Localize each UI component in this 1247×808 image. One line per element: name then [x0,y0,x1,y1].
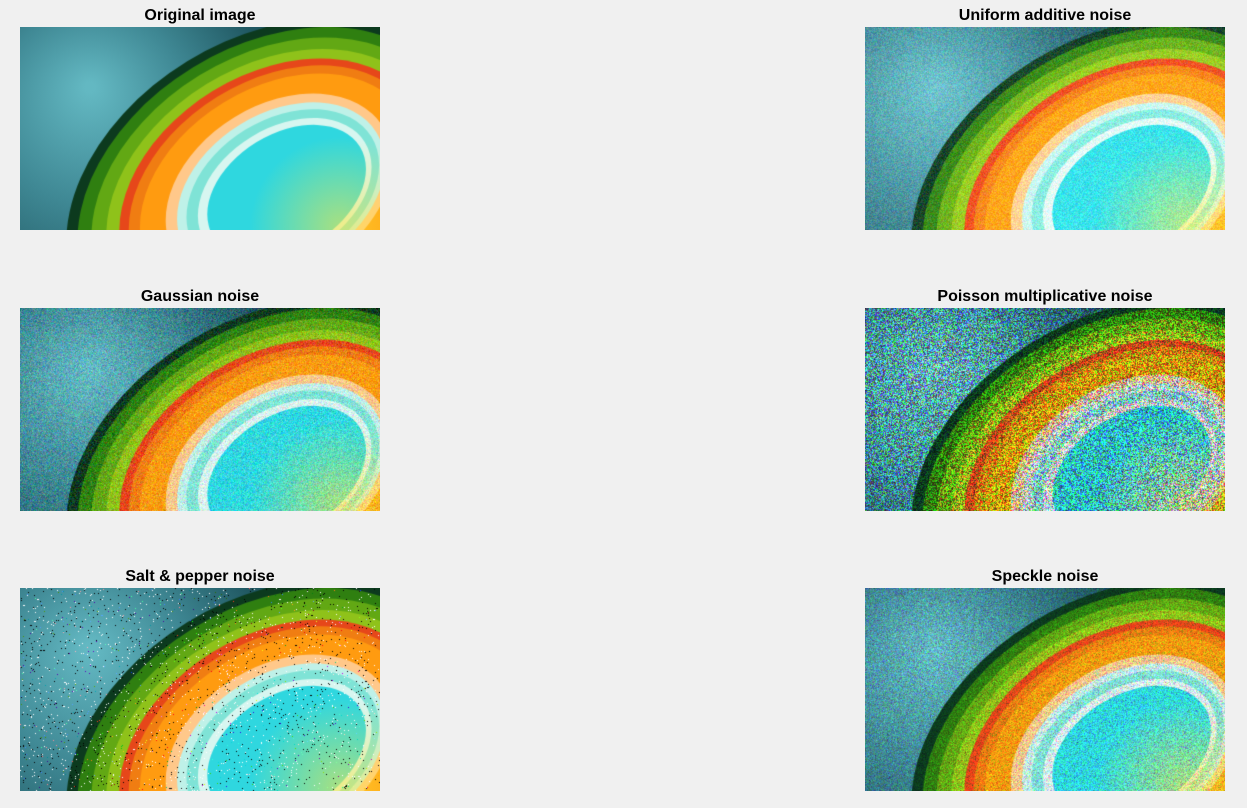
panel-title: Gaussian noise [140,288,260,305]
poisson-noise-image [865,308,1225,511]
salt-pepper-noise-image [20,588,380,791]
gaussian-noise-image [20,308,380,511]
panel-title: Salt & pepper noise [125,568,275,585]
speckle-noise-image [865,588,1225,791]
panel-title: Poisson multiplicative noise [937,288,1153,305]
original-image [20,27,380,230]
panel-title: Original image [144,7,256,24]
uniform-noise-image [865,27,1225,230]
panel-title: Speckle noise [991,568,1099,585]
panel-title: Uniform additive noise [958,7,1132,24]
